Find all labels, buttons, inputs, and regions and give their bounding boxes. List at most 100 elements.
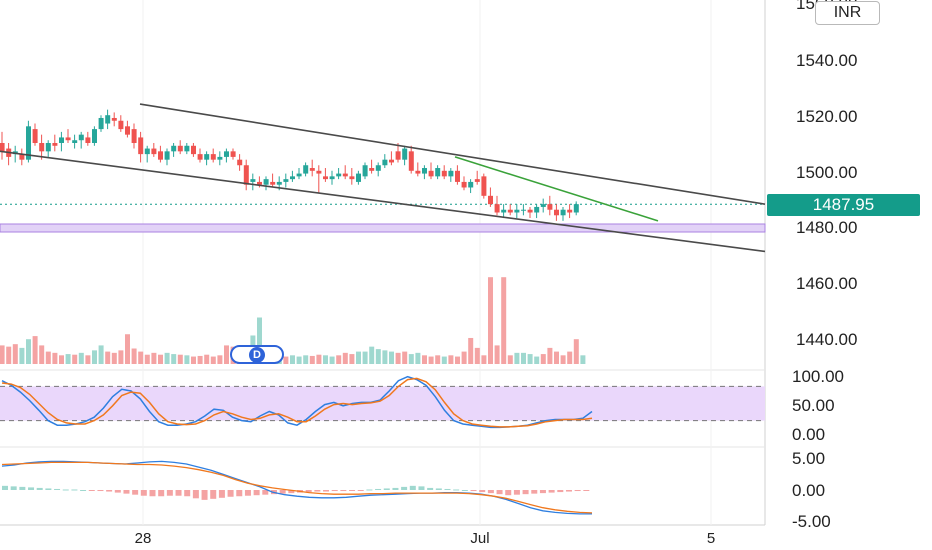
volume-bar <box>164 352 170 364</box>
macd-histogram-bar <box>19 486 26 490</box>
volume-bar <box>19 347 25 364</box>
macd-histogram-bar <box>97 490 104 492</box>
candle-body <box>408 151 414 171</box>
macd-histogram-bar <box>349 490 356 491</box>
volume-bar <box>501 277 507 364</box>
macd-histogram-bar <box>314 490 321 492</box>
volume-bar <box>481 355 487 364</box>
channel-upper-line <box>139 103 766 205</box>
dividend-event-badge[interactable]: D <box>230 345 284 364</box>
volume-bar <box>336 355 342 364</box>
candle-body <box>395 151 401 160</box>
candle-body <box>177 145 183 152</box>
volume-bar <box>184 355 190 364</box>
candle-body <box>52 143 58 146</box>
trendline-drawings[interactable] <box>0 103 766 253</box>
macd-histogram-bar <box>244 490 251 496</box>
candle-body <box>184 145 190 152</box>
candle-body <box>501 209 507 213</box>
candle-body <box>560 209 566 216</box>
price-tick-label: 1460.00 <box>796 274 857 293</box>
macd-histogram-bar <box>409 485 416 490</box>
time-tick-label: 28 <box>135 530 152 547</box>
macd-histogram-bar <box>392 487 399 490</box>
candle-body <box>468 181 474 188</box>
candle-body <box>65 137 71 141</box>
macd-histogram-bar <box>479 490 486 493</box>
volume-bar <box>217 355 223 364</box>
volume-bar <box>455 356 460 364</box>
volume-bar <box>111 352 117 364</box>
volume-bar <box>435 355 441 364</box>
macd-histogram-bar <box>401 486 408 490</box>
macd-histogram-bar <box>470 490 477 492</box>
volume-bar <box>342 352 348 364</box>
volume-bar <box>402 351 408 364</box>
macd-histogram-bar <box>505 490 512 496</box>
volume-bar <box>224 345 229 364</box>
macd-histogram-bar <box>253 490 260 496</box>
candle-body <box>461 181 467 188</box>
macd-histogram-bar <box>158 490 165 497</box>
macd-histogram-bar <box>149 490 156 497</box>
candle-body <box>243 165 249 185</box>
candle-body <box>455 170 460 182</box>
bands <box>0 203 766 233</box>
volume-bar <box>488 277 493 364</box>
macd-histogram-bar <box>236 490 243 497</box>
candle-body <box>415 170 421 174</box>
volume-bar <box>468 337 474 364</box>
macd-histogram-bar <box>10 486 17 490</box>
volume-bar <box>382 350 388 364</box>
volume-bar <box>560 355 566 364</box>
volume-bar <box>521 352 526 364</box>
macd-histogram-bar <box>71 489 78 491</box>
candle-body <box>296 173 302 177</box>
candle-body <box>98 117 104 130</box>
candle-body <box>257 181 262 185</box>
macd-histogram-bar <box>54 488 61 490</box>
macd-tick-label: 5.00 <box>792 449 825 468</box>
macd-histogram-bar <box>340 490 347 492</box>
macd-histogram-bar <box>218 490 225 498</box>
volume-bar <box>98 345 104 364</box>
candle-body <box>448 170 454 177</box>
candle-body <box>573 204 579 213</box>
volume-bar <box>448 355 454 364</box>
macd-histogram-bar <box>513 490 520 495</box>
candle-body <box>191 145 196 155</box>
macd-histogram-bar <box>140 490 147 496</box>
candle-body <box>474 179 480 182</box>
volume-bar <box>554 351 559 364</box>
currency-label[interactable]: INR <box>815 1 880 25</box>
macd-histogram-bar <box>548 490 555 493</box>
candle-body <box>210 154 216 160</box>
volume-bar <box>85 355 91 364</box>
volume-bar <box>257 317 262 364</box>
candle-body <box>230 151 236 157</box>
volume-bar <box>72 354 78 364</box>
volume-bar <box>12 344 18 364</box>
macd-histogram-bar <box>175 490 182 496</box>
candle-body <box>26 126 31 160</box>
volume-bar <box>461 351 467 364</box>
candle-body <box>441 170 447 177</box>
macd-histogram-bar <box>357 490 364 491</box>
macd-histogram-bar <box>418 486 425 490</box>
macd-histogram-bar <box>565 490 572 492</box>
macd-histogram-bar <box>262 490 269 495</box>
macd-histogram-bar <box>531 490 538 494</box>
macd-histogram-bar <box>36 487 43 490</box>
volume-bar <box>131 348 137 364</box>
candle-body <box>39 143 45 152</box>
candle-body <box>382 159 388 166</box>
candle-body <box>276 181 282 185</box>
candle-body <box>362 165 368 177</box>
candle-body <box>111 117 117 121</box>
volume-bar <box>171 354 177 364</box>
volume-bar <box>309 355 315 364</box>
stochastic-line <box>1 375 593 429</box>
candle-body <box>45 143 51 152</box>
price-tick-label: 1500.00 <box>796 163 857 182</box>
